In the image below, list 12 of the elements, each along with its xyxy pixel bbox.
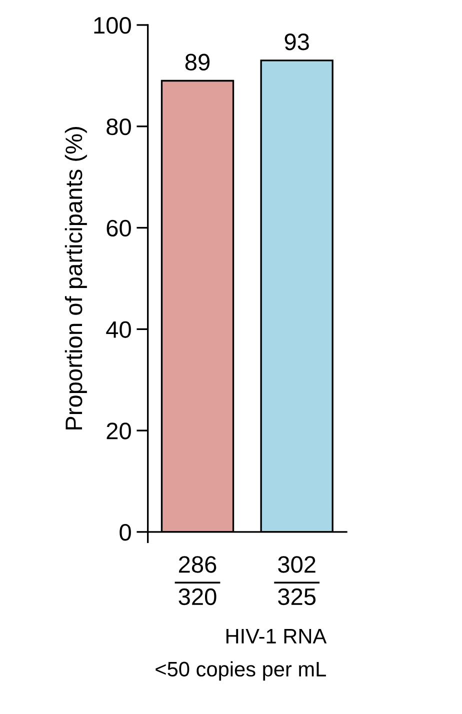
- y-axis-title: Proportion of participants (%): [64, 127, 87, 430]
- y-tick-label: 100: [94, 17, 131, 34]
- y-tick-label: 20: [106, 422, 131, 440]
- text: HIV-1 RNA <50 copies per mL: [156, 629, 327, 681]
- y-tick-label: 60: [106, 220, 131, 237]
- x-tick-label: 286 320: [178, 556, 216, 606]
- data-label: 89: [185, 54, 210, 71]
- data-label: 93: [284, 34, 309, 50]
- x-tick-label: 302 325: [278, 556, 316, 606]
- y-tick-label: 80: [106, 118, 131, 136]
- y-tick-label: 40: [106, 321, 131, 338]
- y-tick-label: 0: [120, 524, 131, 541]
